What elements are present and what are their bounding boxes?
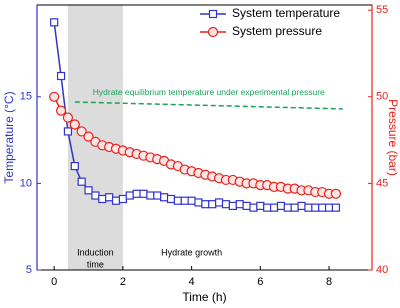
legend-label: System pressure [232,24,322,38]
x-tick-label: 6 [257,276,263,288]
growth-label: Hydrate growth [161,247,222,257]
y2-tick-label: 50 [376,91,388,103]
induction-label: time [87,259,104,269]
y2-axis-label: Pressure (bar) [386,99,400,176]
data-point [256,201,265,211]
data-point [324,203,334,212]
data-point [208,200,217,209]
x-tick-label: 0 [51,276,57,288]
x-tick-label: 2 [120,276,126,288]
legend-marker [208,9,218,19]
y-tick-label: 10 [20,177,32,189]
data-point [49,91,60,102]
data-point [297,201,306,211]
data-point [63,127,73,136]
data-point [153,191,162,200]
data-point [242,201,251,211]
data-point [194,198,203,207]
data-point [105,193,114,202]
data-point [311,203,320,212]
y2-tick-label: 55 [376,4,388,16]
induction-label: Induction [77,247,114,257]
data-point [118,194,127,204]
data-point [283,203,292,212]
equilibrium-line [74,101,343,110]
data-point [98,194,107,204]
data-point [76,126,87,137]
y2-tick-label: 45 [376,177,388,189]
data-point [111,196,121,205]
data-point [91,191,100,200]
x-tick-label: 4 [189,276,195,288]
legend-marker [207,26,219,38]
y-axis-label: Temperature (°C) [2,91,16,183]
data-point [132,189,141,198]
data-point [50,18,59,27]
data-point [221,200,231,209]
data-point [263,203,272,212]
data-point [201,200,210,209]
data-point [173,196,182,205]
data-point [249,203,258,212]
data-point [125,191,134,200]
data-point [84,186,93,195]
data-point [228,201,237,211]
data-point [160,193,169,202]
data-point [83,131,94,142]
data-point [330,188,342,199]
data-point [276,201,286,211]
equilibrium-label: Hydrate equilibrium temperature under ex… [93,87,325,97]
y-tick-label: 5 [26,264,32,276]
x-tick-label: 8 [326,276,332,288]
data-point [235,200,244,209]
data-point [69,119,80,130]
legend-label: System temperature [232,6,340,20]
data-point [62,112,74,123]
data-point [304,203,313,212]
data-point [55,105,67,116]
data-point [180,196,189,205]
data-point [77,177,86,186]
data-point [331,203,341,212]
y-tick-label: 15 [20,91,32,103]
data-point [56,71,66,81]
data-point [215,198,224,207]
data-point [139,189,148,198]
data-point [318,203,327,212]
x-axis-label: Time (h) [182,290,226,304]
data-point [70,161,79,171]
y2-tick-label: 40 [376,264,388,276]
data-point [269,203,279,212]
data-point [166,194,176,204]
data-point [187,196,196,205]
data-point [290,203,299,212]
data-point [146,191,155,200]
